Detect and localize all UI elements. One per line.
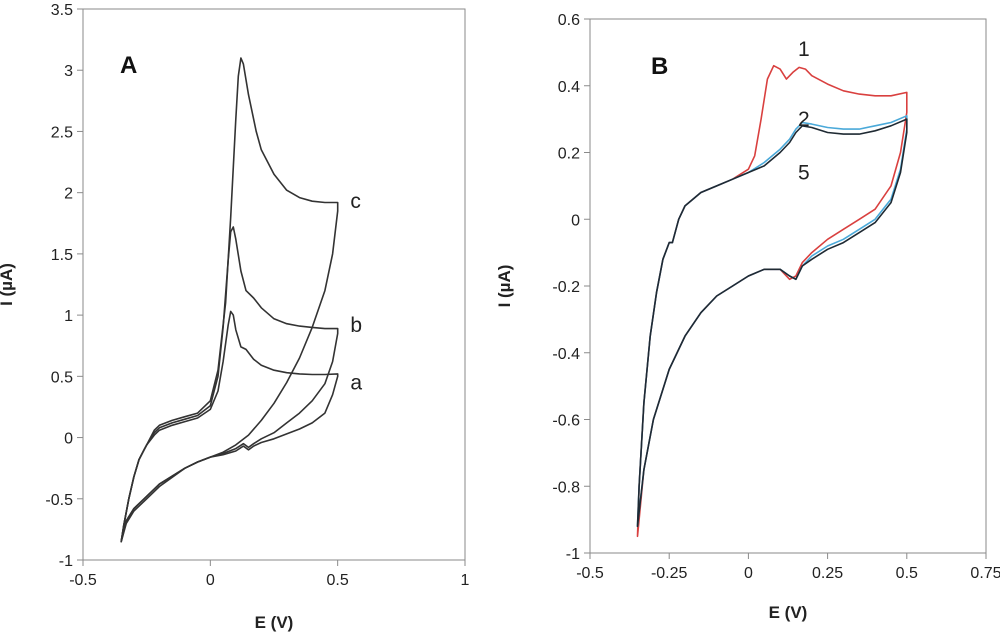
x-tick-label: 0 [206, 572, 215, 589]
y-tick-label: 0.6 [558, 12, 580, 29]
x-tick-label: -0.5 [576, 565, 604, 582]
y-axis-title: I (µA) [495, 265, 514, 308]
y-tick-label: 2 [64, 186, 73, 203]
y-tick-label: 3.5 [51, 2, 73, 19]
x-axis-title: E (V) [769, 603, 808, 622]
series-label-1: 1 [798, 38, 810, 61]
panel-letter: B [651, 53, 668, 80]
y-tick-label: 3 [64, 63, 73, 80]
y-axis-title: I (µA) [0, 263, 16, 306]
x-tick-label: 0.25 [812, 565, 843, 582]
panel-a: -0.5 0 0.5 1 -1 -0.5 0 0.5 1 1.5 2 2.5 3 3.5 E (V) I (µ… [0, 2, 470, 632]
y-tick-label: 0 [571, 212, 580, 229]
plot-frame [589, 18, 987, 554]
series-label-5: 5 [798, 162, 810, 185]
panel-letter: A [120, 52, 137, 79]
y-tick-label: 0.4 [558, 79, 580, 96]
plot-frame [82, 8, 466, 561]
y-tick-label: 0.5 [51, 369, 73, 386]
series-line-5 [636, 118, 908, 528]
series-line-b [120, 226, 339, 543]
series-line-2 [636, 115, 908, 528]
series-label-c: c [350, 190, 361, 213]
y-tick-label: -0.2 [552, 279, 580, 296]
y-tick-label: 2.5 [51, 124, 73, 141]
y-tick-label: 1 [64, 308, 73, 325]
x-tick-label: -0.25 [651, 565, 688, 582]
series-label-b: b [350, 314, 362, 337]
series-line-c [120, 57, 339, 543]
x-tick-label: 0.5 [896, 565, 918, 582]
series-line-1 [636, 64, 908, 538]
y-tick-label: 0 [64, 431, 73, 448]
x-tick-label: 1 [461, 572, 470, 589]
y-tick-label: -1 [566, 546, 580, 563]
y-tick-label: -0.4 [552, 346, 580, 363]
series-label-a: a [350, 371, 362, 394]
y-tick-label: -0.8 [552, 479, 580, 496]
x-tick-label: 0 [744, 565, 753, 582]
panel-b: -0.5 -0.25 0 0.25 0.5 0.75-1-0.8-0.6-0.4-0.20… [495, 12, 1000, 622]
x-tick-label: -0.5 [69, 572, 97, 589]
series-label-2: 2 [798, 108, 810, 131]
y-tick-label: -0.6 [552, 413, 580, 430]
y-tick-label: -1 [59, 553, 73, 570]
x-tick-label: 0.75 [970, 565, 1000, 582]
x-axis-title: E (V) [255, 613, 294, 632]
y-tick-label: 0.2 [558, 146, 580, 163]
y-tick-label: -0.5 [45, 492, 73, 509]
y-tick-label: 1.5 [51, 247, 73, 264]
x-tick-label: 0.5 [327, 572, 349, 589]
